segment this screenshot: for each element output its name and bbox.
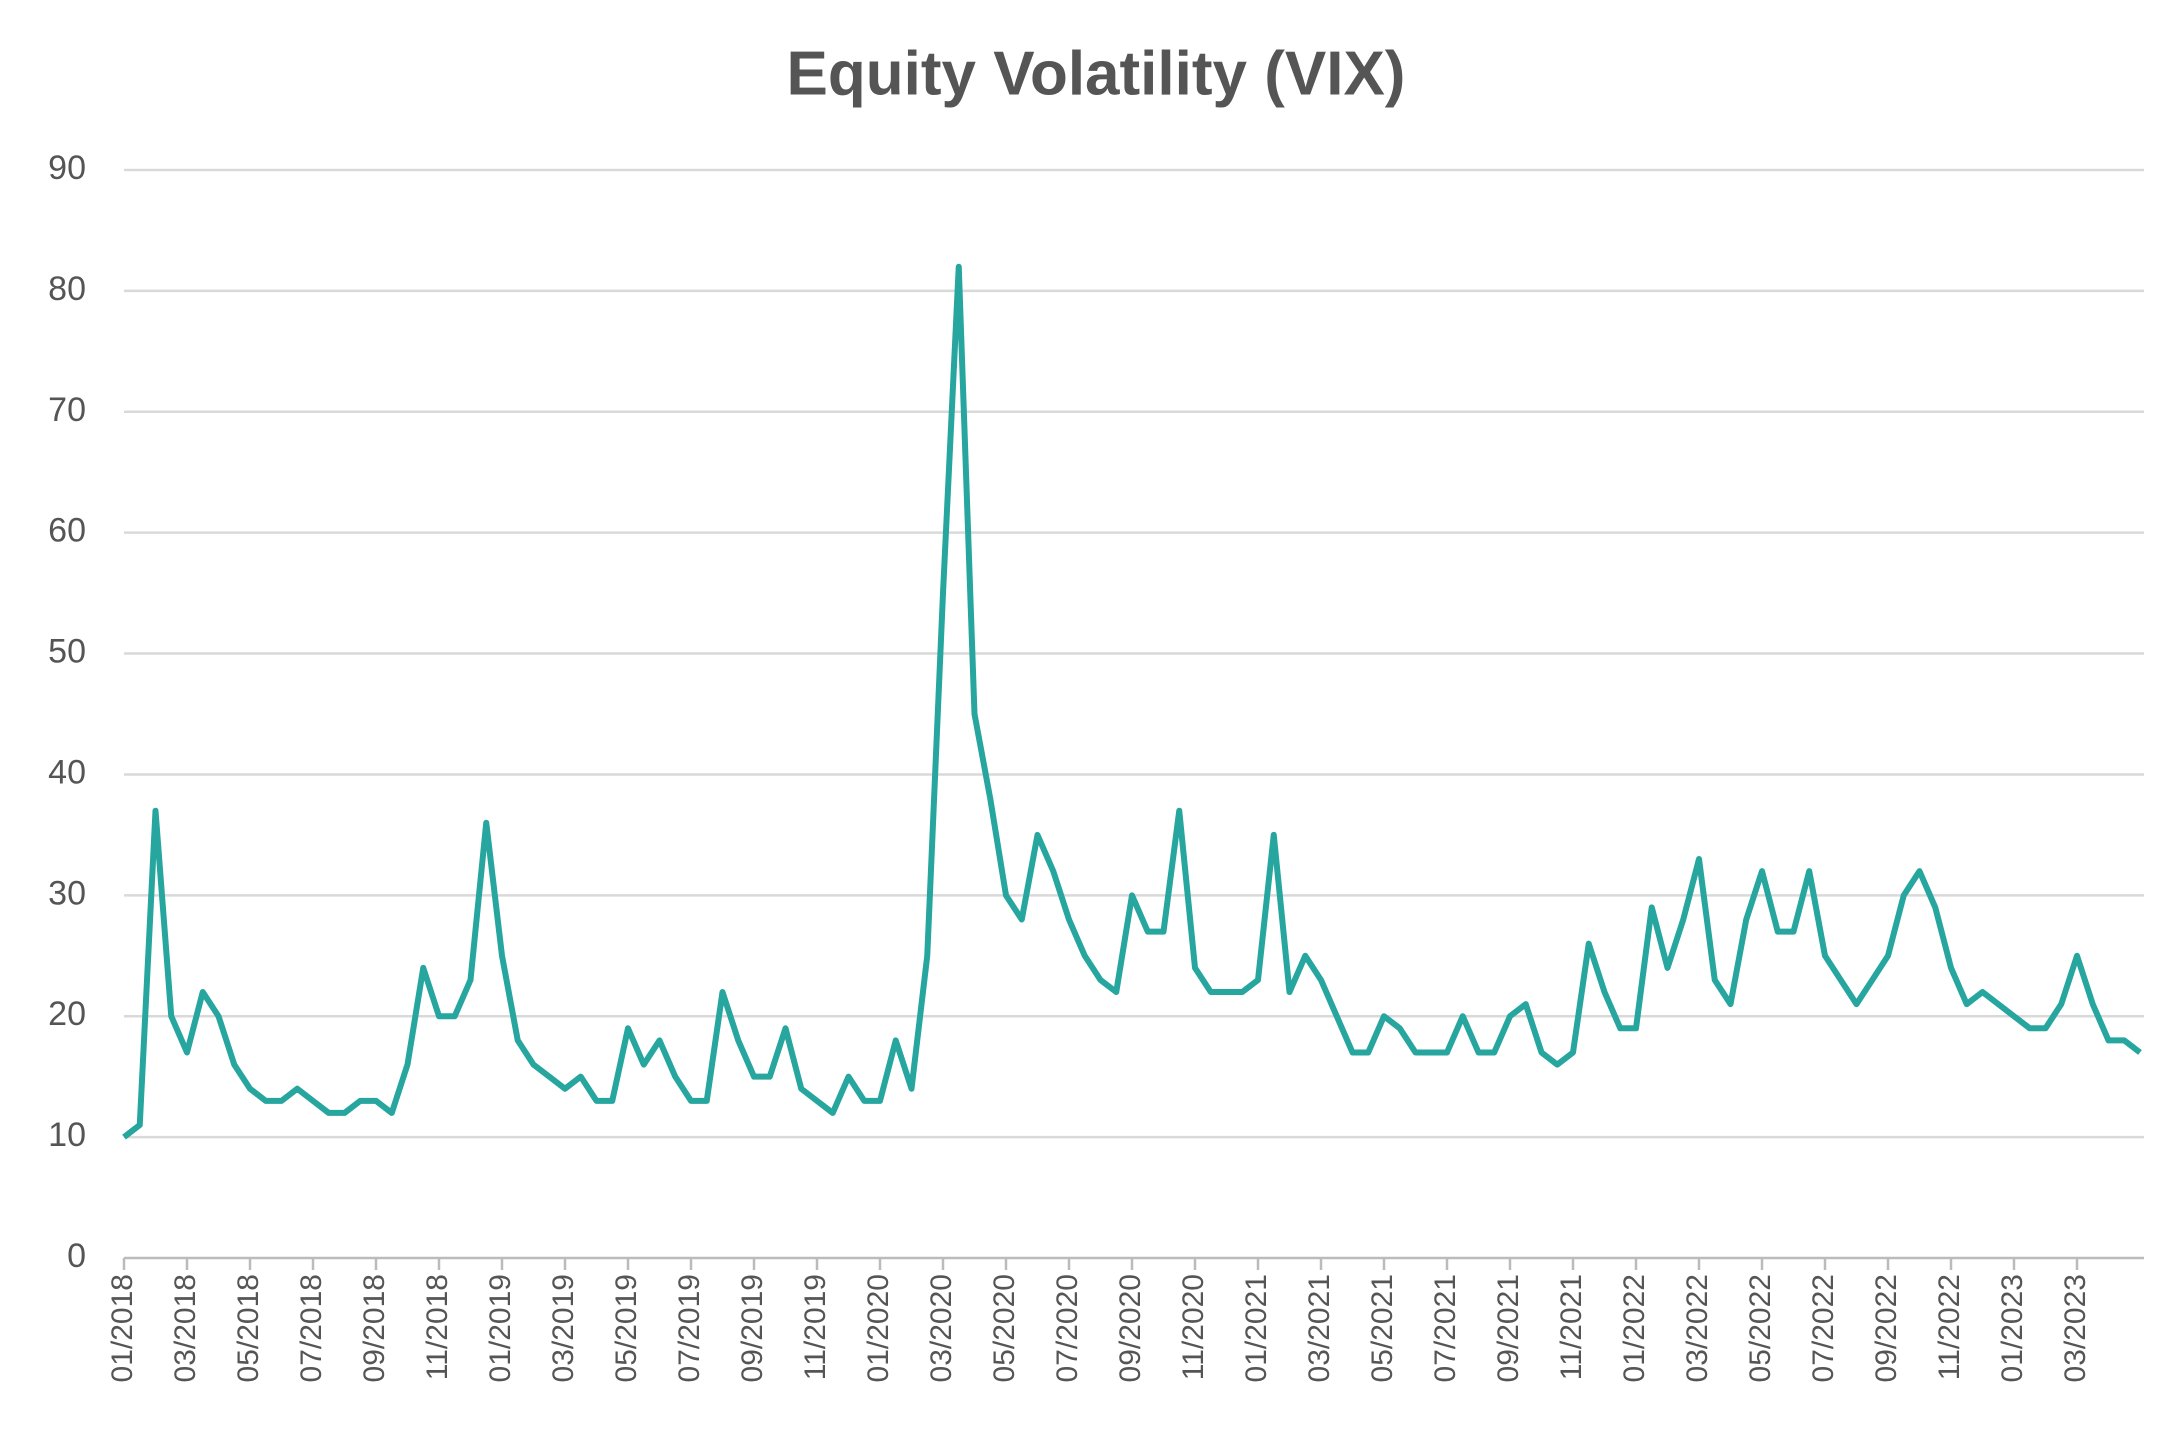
x-tick-label: 03/2018 bbox=[169, 1274, 202, 1382]
y-tick-label: 40 bbox=[48, 753, 86, 791]
x-tick-label: 03/2020 bbox=[925, 1274, 958, 1382]
x-tick-label: 05/2022 bbox=[1744, 1274, 1777, 1382]
x-tick-label: 03/2021 bbox=[1303, 1274, 1336, 1382]
x-tick-label: 05/2021 bbox=[1366, 1274, 1399, 1382]
y-tick-label: 90 bbox=[48, 149, 86, 187]
x-tick-label: 07/2021 bbox=[1429, 1274, 1462, 1382]
x-tick-label: 03/2023 bbox=[2059, 1274, 2092, 1382]
x-tick-label: 03/2019 bbox=[547, 1274, 580, 1382]
y-tick-label: 30 bbox=[48, 874, 86, 912]
x-tick-label: 05/2020 bbox=[988, 1274, 1021, 1382]
x-tick-label: 07/2018 bbox=[295, 1274, 328, 1382]
y-tick-label: 70 bbox=[48, 391, 86, 429]
x-tick-label: 09/2021 bbox=[1492, 1274, 1525, 1382]
y-tick-label: 60 bbox=[48, 512, 86, 550]
x-tick-label: 07/2022 bbox=[1807, 1274, 1840, 1382]
line bbox=[122, 263, 2142, 1140]
x-tick-label: 09/2019 bbox=[736, 1274, 769, 1382]
x-tick-label: 01/2021 bbox=[1240, 1274, 1273, 1382]
x-tick-label: 03/2022 bbox=[1681, 1274, 1714, 1382]
y-tick-label: 10 bbox=[48, 1116, 86, 1154]
x-tick-label: 11/2021 bbox=[1555, 1274, 1588, 1380]
x-tick-label: 09/2022 bbox=[1870, 1274, 1903, 1382]
x-tick-label: 01/2022 bbox=[1618, 1274, 1651, 1382]
x-tick-label: 11/2022 bbox=[1933, 1274, 1966, 1380]
y-tick-label: 80 bbox=[48, 270, 86, 308]
x-tick-label: 11/2018 bbox=[421, 1274, 454, 1380]
x-tick-label: 07/2019 bbox=[673, 1274, 706, 1382]
y-tick-label: 0 bbox=[67, 1237, 86, 1275]
y-tick-label: 50 bbox=[48, 633, 86, 671]
x-tick-label: 01/2018 bbox=[106, 1274, 139, 1382]
y-tick-label: 20 bbox=[48, 995, 86, 1033]
x-tick-label: 09/2018 bbox=[358, 1274, 391, 1382]
x-tick-label: 11/2019 bbox=[799, 1274, 832, 1380]
x-tick-label: 09/2020 bbox=[1114, 1274, 1147, 1382]
x-tick-label: 01/2019 bbox=[484, 1274, 517, 1382]
x-tick-label: 01/2020 bbox=[862, 1274, 895, 1382]
x-tick-label: 11/2020 bbox=[1177, 1274, 1210, 1380]
x-tick-label: 05/2019 bbox=[610, 1274, 643, 1382]
chart-title: Equity Volatility (VIX) bbox=[787, 39, 1406, 108]
x-tick-label: 01/2023 bbox=[1996, 1274, 2029, 1382]
x-tick-label: 05/2018 bbox=[232, 1274, 265, 1382]
x-tick-label: 07/2020 bbox=[1051, 1274, 1084, 1382]
